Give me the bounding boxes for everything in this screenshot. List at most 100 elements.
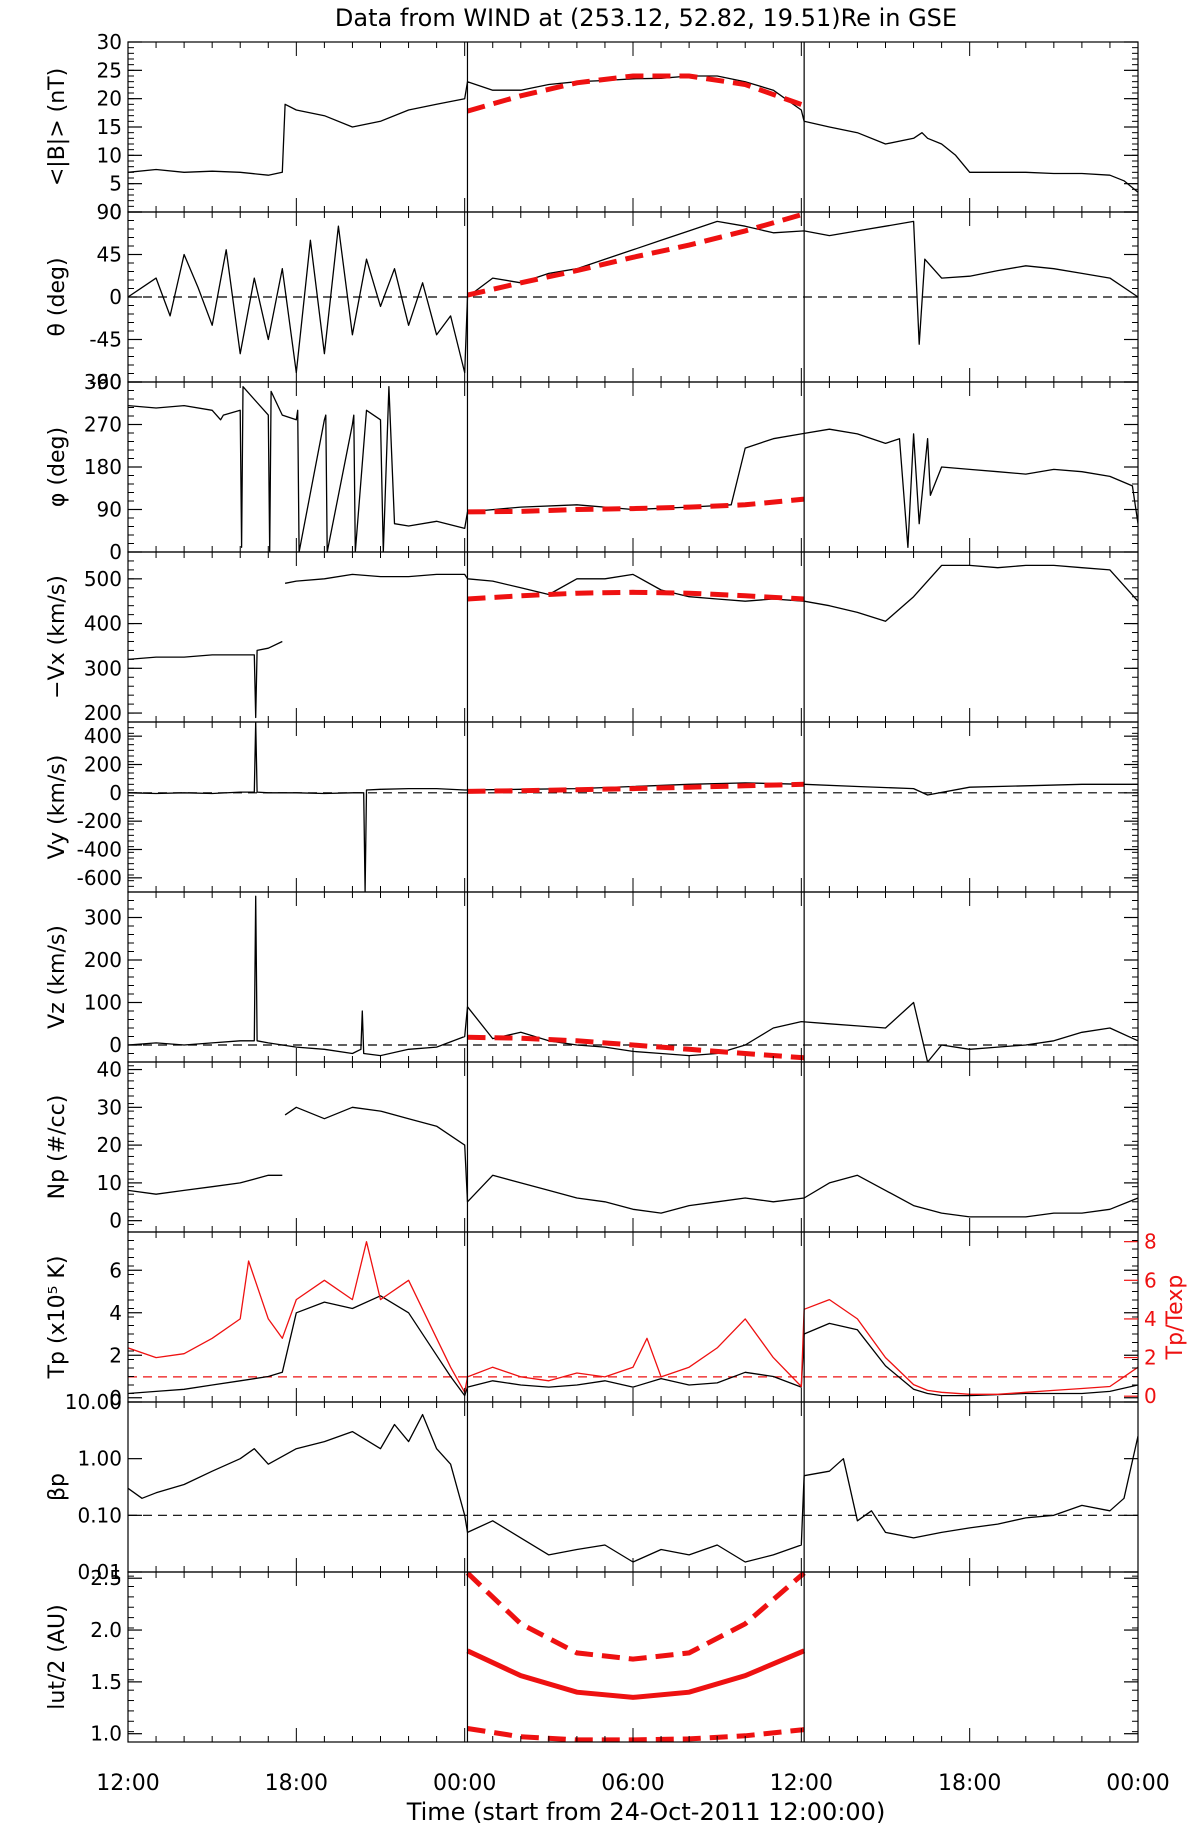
y-axis-label: Vz (km/s) [45,925,70,1029]
series-tp-1 [128,1241,1138,1395]
plot-area-vx [128,564,1138,719]
y-tick-label: 0 [109,1033,122,1057]
y-tick-label: 90 [97,200,122,224]
panel-vx: 200 300 400 500 −Vx (km/s) [45,551,1139,725]
y-tick-label: 400 [84,612,122,636]
y-tick-label: -45 [89,328,122,352]
y-tick-label: 4 [109,1301,122,1325]
panel-beta: 0.01 0.10 1.00 10.00 βp [45,1390,1139,1584]
y-tick-label: 30 [97,1095,122,1119]
y-tick-label: 400 [84,724,122,748]
plot-area-theta [128,212,1138,374]
y-axis-label: <|B|> (nT) [45,68,70,186]
y-tick-label: 1.0 [90,1722,122,1746]
y-tick-label: 90 [97,498,122,522]
y-axis-label: Vy (km/s) [45,755,70,860]
y-axis-label: Np (#/cc) [45,1095,70,1200]
y-tick-label: 200 [84,948,122,972]
y-tick-label: 25 [97,58,122,82]
y-tick-label: 500 [84,567,122,591]
chart-title: Data from WIND at (253.12, 52.82, 19.51)… [335,4,957,32]
plot-area-B [128,73,1138,193]
y-tick-label: 1.5 [90,1670,122,1694]
fit-vx-0 [467,589,805,602]
y-tick-label: 2.5 [90,1566,122,1590]
x-tick-label: 00:00 [433,1771,496,1796]
plot-area-vz [128,895,1138,1062]
y-tick-label: 0 [109,540,122,564]
fit-lut-0 [466,1648,806,1700]
y2-tick-label: 0 [1144,1384,1157,1408]
series-B-0 [128,75,1138,193]
panel-vz: 0 100 200 300 Vz (km/s) [45,891,1139,1063]
y-tick-label: -600 [77,866,122,890]
panel-phi: 0 90 180 270 360 φ (deg) [45,370,1139,564]
y-tick-label: 1.00 [77,1447,122,1471]
y-axis-label: Tp (x10⁵ K) [45,1256,70,1380]
panel-frame [127,1061,1139,1233]
y-axis-label: θ (deg) [45,257,70,336]
y-tick-label: 360 [84,370,122,394]
y-tick-label: 10 [97,143,122,167]
panel-frame [127,1401,1139,1573]
series-phi-0 [128,386,1138,552]
y-tick-label: 5 [109,172,122,196]
panel-lut: 1.0 1.5 2.0 2.5 lut/2 (AU) [45,1566,1139,1746]
y-tick-label: 180 [84,455,122,479]
x-tick-label: 12:00 [96,1771,159,1796]
y-tick-label: -200 [77,809,122,833]
y-tick-label: -400 [77,838,122,862]
y2-tick-label: 2 [1144,1346,1157,1370]
y-tick-label: 2.0 [90,1618,122,1642]
y-tick-label: 10.00 [65,1390,122,1414]
panel-frame [127,41,1139,213]
x-tick-label: 18:00 [265,1771,328,1796]
y-tick-label: 0.01 [77,1560,122,1584]
x-tick-label: 18:00 [938,1771,1001,1796]
y2-axis-label: Tp/Texp [1163,1275,1188,1361]
series-vx-0 [128,564,1138,719]
panel-tp: 0 2 4 6 Tp (x10⁵ K) 0 2 4 6 8Tp/Texp [45,1230,1188,1410]
y-tick-label: 0 [109,285,122,309]
y-tick-label: 45 [97,243,122,267]
y-tick-label: 0 [109,781,122,805]
y-tick-label: 40 [97,1058,122,1082]
y-tick-label: 6 [109,1258,122,1282]
fit-lut-2 [467,1726,805,1742]
y-tick-label: 0 [109,1386,122,1410]
plot-area-lut [465,1572,806,1742]
y-tick-label: 300 [84,906,122,930]
y-tick-label: 10 [97,1171,122,1195]
y-tick-label: 30 [97,30,122,54]
y-axis-label: −Vx (km/s) [45,575,70,699]
y-tick-label: 15 [97,115,122,139]
series-theta-0 [128,220,1138,374]
panel-frame [127,551,1139,723]
panel-frame [127,381,1139,553]
series-np-0 [128,1106,1138,1218]
panel-B: 0 5 10 15 20 25 30 <|B|> (nT) [45,30,1139,224]
y-tick-label: 200 [84,701,122,725]
panel-theta: -90 -45 0 45 90 θ (deg) [45,200,1139,394]
y-axis-label: lut/2 (AU) [45,1604,70,1709]
plot-area-np [128,1106,1138,1218]
fit-vz-0 [467,1034,805,1061]
y-tick-label: 200 [84,753,122,777]
y-tick-label: 300 [84,656,122,680]
y-tick-label: 0.10 [77,1503,122,1527]
x-tick-label: 12:00 [770,1771,833,1796]
y-tick-label: 0 [109,1209,122,1233]
series-tp-0 [128,1295,1138,1397]
y2-tick-label: 4 [1144,1307,1157,1331]
series-vy-0 [128,722,1138,892]
y-tick-label: 100 [84,991,122,1015]
x-axis: 12:00 18:00 00:00 06:00 12:00 18:00 00:00 [96,1771,1169,1796]
x-tick-label: 06:00 [601,1771,664,1796]
panel-np: 0 10 20 30 40 Np (#/cc) [45,1058,1139,1233]
x-axis-label: Time (start from 24-Oct-2011 12:00:00) [406,1798,886,1826]
y-tick-label: 270 [84,413,122,437]
panel-frame [127,891,1139,1063]
plot-area-vy [128,722,1138,892]
